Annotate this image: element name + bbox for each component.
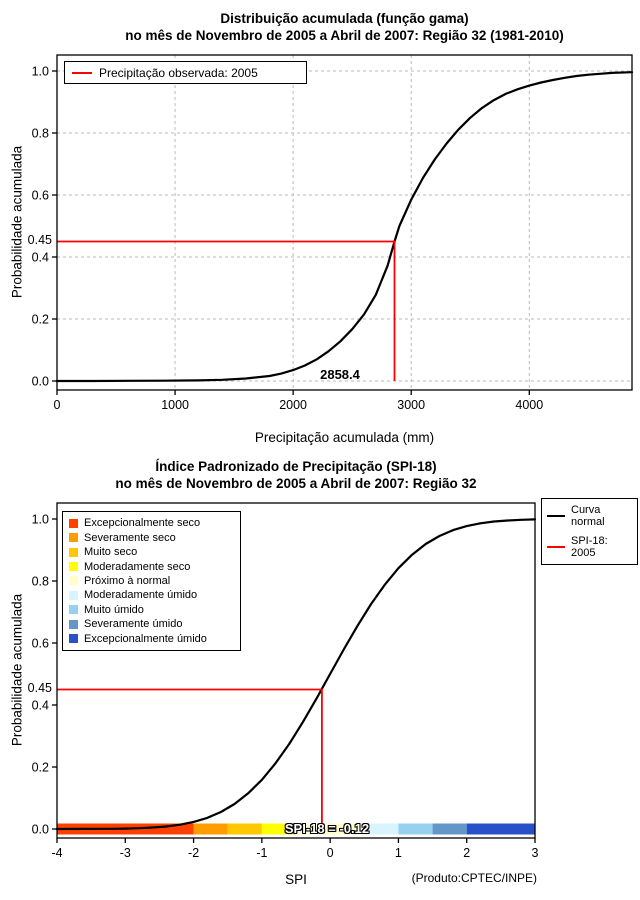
- legend-item: Próximo à normal: [69, 574, 234, 588]
- spi-category-bar-segment: [466, 823, 535, 835]
- spi-category-bar-segment: [296, 823, 365, 835]
- category-label: Excepcionalmente seco: [84, 517, 201, 530]
- observed-value-marker: [57, 688, 323, 829]
- cdf-curve: [55, 71, 634, 383]
- spi-prob-annotation: 0.45: [27, 681, 52, 695]
- spi-chart-subtitle: no mês de Novembro de 2005 a Abril de 20…: [115, 476, 477, 491]
- gamma-x-axis-label: Precipitação acumulada (mm): [254, 430, 435, 445]
- y-tick-label: 0.2: [32, 761, 49, 775]
- legend-item: Severamente úmido: [69, 617, 234, 631]
- plot-frame: [56, 502, 536, 839]
- spi-category-bar-segment: [364, 823, 399, 835]
- category-swatch: [69, 590, 78, 600]
- spi-curve-legend: Curva normal SPI-18: 2005: [541, 498, 638, 565]
- observed-value-marker: [57, 240, 396, 381]
- x-tick-label: -3: [120, 846, 131, 860]
- legend-item: Muito úmido: [69, 603, 234, 617]
- category-label: Muito seco: [84, 546, 138, 559]
- category-label: Moderadamente seco: [84, 560, 191, 573]
- y-tick-label: 1.0: [32, 65, 49, 79]
- category-label: Severamente seco: [84, 531, 176, 544]
- category-swatch: [69, 634, 78, 644]
- x-tick-label: 1: [395, 846, 402, 860]
- category-label: Moderadamente úmido: [84, 589, 198, 602]
- gamma-legend: Precipitação observada: 2005: [64, 61, 307, 84]
- red-line-sample: [72, 71, 92, 74]
- y-tick-label: 0.6: [32, 637, 49, 651]
- x-tick-label: 3: [532, 846, 539, 860]
- spi-category-bar-segment: [432, 823, 467, 835]
- x-tick-label: -1: [256, 846, 267, 860]
- y-tick-label: 0.0: [32, 375, 49, 389]
- gamma-chart-title: Distribuição acumulada (função gama): [220, 11, 469, 26]
- category-swatch: [69, 562, 78, 572]
- category-swatch: [69, 576, 78, 586]
- x-tick-label: 1000: [161, 398, 189, 412]
- category-swatch: [69, 619, 78, 629]
- y-tick-label: 0.4: [32, 251, 49, 265]
- cdf-curve: [55, 518, 537, 831]
- category-swatch: [69, 518, 78, 528]
- x-tick-label: 0: [54, 398, 61, 412]
- y-tick-label: 0.0: [32, 823, 49, 837]
- spi-x-axis-label: SPI: [285, 872, 307, 887]
- legend-item: Excepcionalmente úmido: [69, 632, 234, 646]
- plot-frame: [56, 54, 633, 391]
- spi-category-bar-segment: [227, 823, 262, 835]
- legend-item: Muito seco: [69, 545, 234, 559]
- y-tick-label: 0.8: [32, 575, 49, 589]
- spi-value-label: SPI-18 = -0.12: [284, 821, 370, 836]
- category-label: Severamente úmido: [84, 618, 183, 631]
- category-swatch: [69, 533, 78, 543]
- y-tick-label: 0.8: [32, 127, 49, 141]
- spi-category-bar-segment: [398, 823, 433, 835]
- y-tick-label: 0.6: [32, 189, 49, 203]
- spi-category-bar-segment: [193, 823, 228, 835]
- spi-category-legend: Excepcionalmente seco Severamente seco M…: [62, 511, 241, 651]
- red-line-sample: [547, 546, 565, 548]
- x-tick-label: 0: [327, 846, 334, 860]
- spi-y-axis-label: Probabilidade acumulada: [9, 593, 25, 747]
- credit-note: (Produto:CPTEC/INPE): [411, 871, 537, 885]
- gamma-legend-label: Precipitação observada: 2005: [99, 65, 258, 80]
- category-label: Excepcionalmente úmido: [84, 632, 207, 645]
- curve-legend-label: Curva normal: [571, 504, 605, 528]
- black-line-sample: [547, 515, 565, 517]
- category-label: Próximo à normal: [84, 574, 171, 587]
- legend-item: SPI-18: 2005: [547, 535, 632, 559]
- y-tick-label: 1.0: [32, 513, 49, 527]
- legend-item: Moderadamente seco: [69, 559, 234, 573]
- x-tick-label: 4000: [515, 398, 543, 412]
- spi-category-bar-segment: [261, 823, 296, 835]
- x-tick-label: 2000: [279, 398, 307, 412]
- gamma-y-axis-label: Probabilidade acumulada: [9, 145, 25, 299]
- curve-legend-label: SPI-18: 2005: [571, 535, 608, 559]
- y-tick-label: 0.4: [32, 699, 49, 713]
- category-swatch: [69, 547, 78, 557]
- gamma-prob-annotation: 0.45: [27, 233, 52, 247]
- category-label: Muito úmido: [84, 603, 144, 616]
- x-tick-label: -4: [51, 846, 62, 860]
- legend-item: Curva normal: [547, 504, 632, 528]
- x-tick-label: 2: [463, 846, 470, 860]
- legend-item: Severamente seco: [69, 530, 234, 544]
- gamma-chart-subtitle: no mês de Novembro de 2005 a Abril de 20…: [125, 28, 564, 43]
- x-tick-label: 3000: [397, 398, 425, 412]
- legend-item: Excepcionalmente seco: [69, 516, 234, 530]
- legend-item: Moderadamente úmido: [69, 588, 234, 602]
- x-tick-label: -2: [188, 846, 199, 860]
- y-tick-label: 0.2: [32, 313, 49, 327]
- category-swatch: [69, 605, 78, 615]
- gamma-precip-annotation: 2858.4: [320, 367, 360, 382]
- spi-chart-title: Índice Padronizado de Precipitação (SPI-…: [155, 459, 437, 474]
